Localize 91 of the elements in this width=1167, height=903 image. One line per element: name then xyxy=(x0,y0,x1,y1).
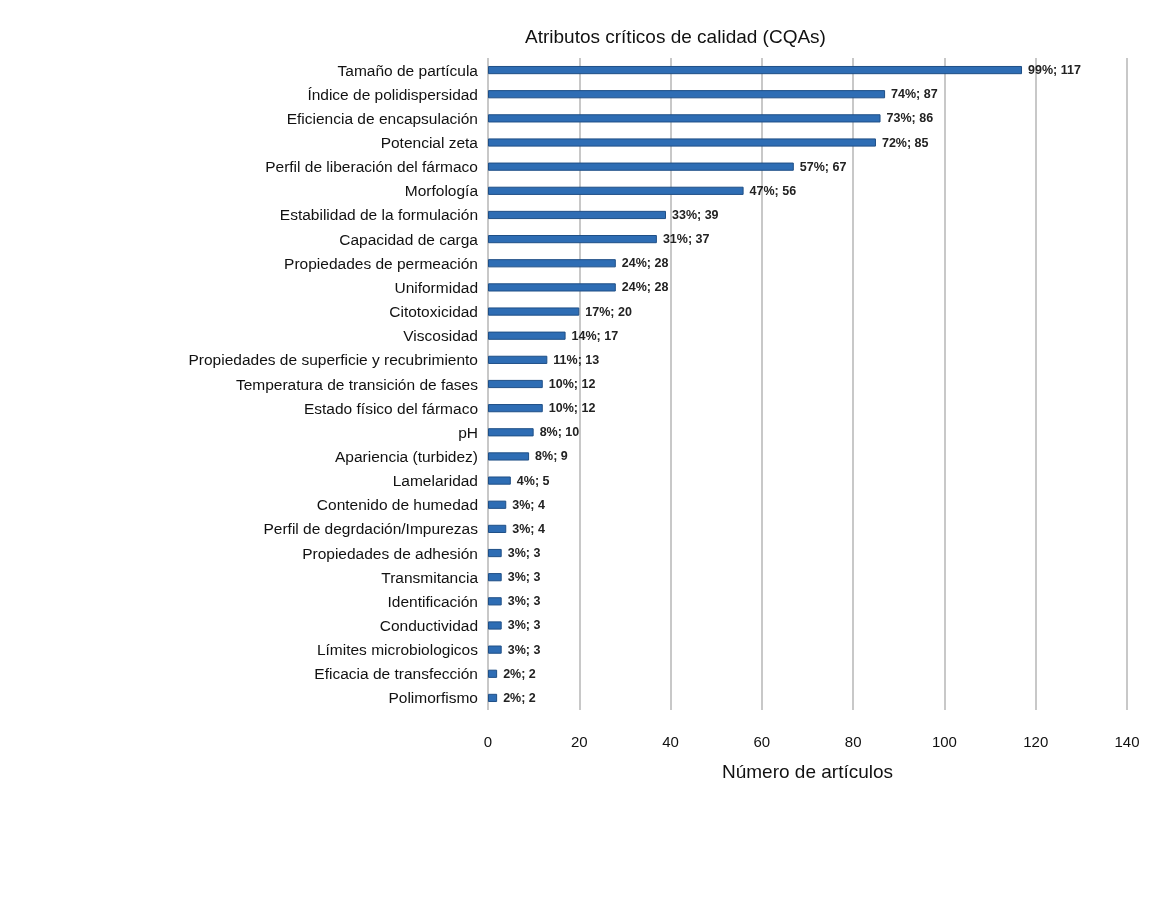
bar xyxy=(488,548,502,558)
y-tick-label: Índice de polidispersidad xyxy=(307,85,478,103)
y-tick-label: Uniformidad xyxy=(394,278,478,296)
y-tick-label: Viscosidad xyxy=(403,327,478,345)
data-label: 17%; 20 xyxy=(585,304,632,319)
y-tick-label: Contenido de humedad xyxy=(316,496,478,514)
bar xyxy=(488,355,548,364)
bar xyxy=(488,307,580,316)
bar xyxy=(488,210,667,220)
y-tick-label: Citotoxicidad xyxy=(389,303,478,321)
bar xyxy=(488,65,1023,75)
bar xyxy=(488,283,616,292)
x-tick-label: 40 xyxy=(662,733,679,750)
x-tick-label: 80 xyxy=(844,733,862,750)
bar xyxy=(488,597,502,606)
bar xyxy=(488,379,543,389)
data-label: 8%; 10 xyxy=(539,425,580,440)
data-label: 3%; 3 xyxy=(507,642,541,657)
data-label: 3%; 3 xyxy=(507,618,541,633)
x-tick-label: 0 xyxy=(483,733,493,750)
data-label: 31%; 37 xyxy=(662,232,710,247)
y-tick-label: Transmitancia xyxy=(381,568,479,586)
y-tick-label: Límites microbiologicos xyxy=(316,641,479,659)
bar xyxy=(488,331,566,340)
data-label: 99%; 117 xyxy=(1028,63,1081,78)
bar xyxy=(488,500,507,509)
data-label: 73%; 86 xyxy=(886,111,934,126)
data-label: 74%; 87 xyxy=(891,87,938,102)
y-tick-label: Estabilidad de la formulación xyxy=(279,206,478,224)
data-label: 11%; 13 xyxy=(553,352,600,367)
data-label: 2%; 2 xyxy=(503,690,536,705)
y-tick-label: Propiedades de superficie y recubrimiento xyxy=(188,351,478,369)
bar xyxy=(488,693,498,703)
bar xyxy=(488,114,881,123)
data-label: 10%; 12 xyxy=(548,377,596,391)
bar xyxy=(488,259,616,268)
data-label: 3%; 4 xyxy=(512,521,545,536)
y-tick-label: pH xyxy=(458,423,478,441)
chart-title: Atributos críticos de calidad (CQAs) xyxy=(525,26,826,47)
bar xyxy=(488,621,502,630)
data-label: 3%; 3 xyxy=(507,546,541,561)
y-tick-label: Estado físico del fármaco xyxy=(303,399,478,417)
y-tick-label: Lamelaridad xyxy=(392,472,478,490)
bar xyxy=(488,452,530,461)
x-tick-label: 140 xyxy=(1114,733,1140,750)
bar xyxy=(488,669,498,678)
y-tick-label: Tamaño de partícula xyxy=(337,61,479,79)
bar xyxy=(488,645,502,654)
bar xyxy=(488,186,744,195)
data-label: 24%; 28 xyxy=(621,256,669,271)
bar xyxy=(488,138,876,147)
data-label: 57%; 67 xyxy=(799,159,847,174)
data-label: 2%; 2 xyxy=(503,666,536,681)
x-tick-label: 60 xyxy=(753,733,771,750)
data-label: 3%; 3 xyxy=(507,570,541,585)
y-tick-label: Perfil de liberación del fármaco xyxy=(265,158,478,176)
x-tick-label: 100 xyxy=(931,733,957,750)
y-tick-label: Potencial zeta xyxy=(380,134,479,152)
y-tick-label: Propiedades de adhesión xyxy=(302,544,478,562)
bar xyxy=(488,476,511,485)
bar xyxy=(488,573,502,582)
data-label: 14%; 17 xyxy=(571,328,619,343)
x-axis-title: Número de artículos xyxy=(721,761,894,782)
x-tick-label: 20 xyxy=(570,733,588,750)
y-tick-label: Conductividad xyxy=(379,616,478,634)
y-tick-label: Temperatura de transición de fases xyxy=(235,375,479,393)
bar xyxy=(488,404,543,413)
y-tick-label: Propiedades de permeación xyxy=(284,254,478,272)
bar xyxy=(488,162,794,171)
y-tick-label: Eficacia de transfección xyxy=(314,665,478,683)
y-tick-label: Eficiencia de encapsulación xyxy=(286,109,478,127)
data-label: 8%; 9 xyxy=(535,449,568,464)
y-tick-label: Polimorfismo xyxy=(388,689,478,707)
data-label: 3%; 4 xyxy=(512,497,545,512)
y-tick-label: Morfología xyxy=(404,182,479,200)
y-tick-label: Identificación xyxy=(387,592,478,610)
y-tick-label: Perfil de degrdación/Impurezas xyxy=(263,520,479,538)
x-tick-label: 120 xyxy=(1023,733,1049,750)
y-tick-label: Capacidad de carga xyxy=(339,230,479,248)
data-label: 10%; 12 xyxy=(548,401,596,416)
data-label: 47%; 56 xyxy=(749,183,797,198)
data-label: 4%; 5 xyxy=(516,473,550,488)
bar xyxy=(488,524,507,533)
data-label: 33%; 39 xyxy=(672,207,719,222)
data-label: 24%; 28 xyxy=(621,280,669,295)
data-label: 3%; 3 xyxy=(507,594,541,609)
y-tick-label: Apariencia (turbidez) xyxy=(334,447,478,465)
bar xyxy=(488,235,657,244)
bar xyxy=(488,90,886,99)
data-label: 72%; 85 xyxy=(881,135,929,150)
bar xyxy=(488,428,534,437)
